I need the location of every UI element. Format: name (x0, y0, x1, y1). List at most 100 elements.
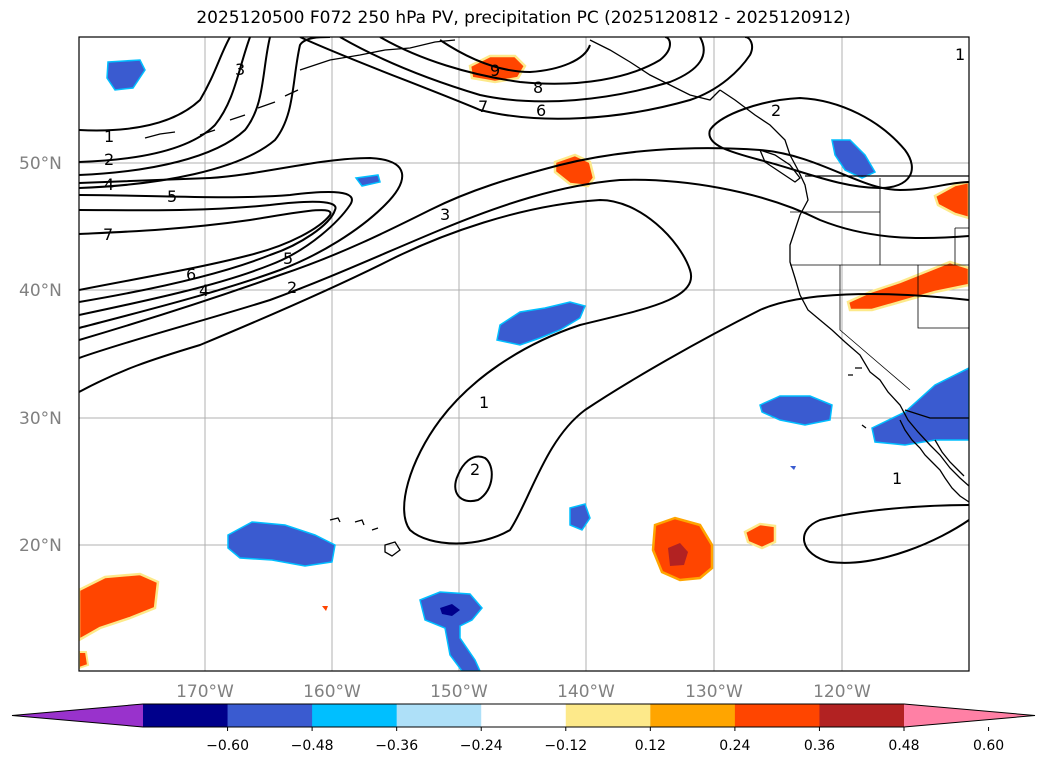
precip-neg-blob (227, 521, 336, 567)
colorbar-tick-label: −0.36 (375, 738, 418, 754)
precip-neg-blob (831, 139, 877, 179)
colorbar-tick-label: 0.36 (804, 738, 835, 754)
contour-label: 7 (103, 225, 113, 244)
colorbar-tick-label: −0.48 (291, 738, 334, 754)
contour-label: 4 (199, 281, 209, 300)
lat-label: 30°N (19, 409, 62, 429)
precip-neg-blob (419, 591, 483, 671)
colorbar-segment (650, 704, 736, 727)
pv-contour-arc-7 (339, 37, 705, 103)
colorbar-tick-label: 0.12 (635, 738, 666, 754)
precip-negative-areas (106, 59, 969, 671)
precip-neg-blob (569, 503, 591, 531)
pv-contour-north-3 (79, 37, 271, 176)
precip-pos-blob (846, 260, 969, 312)
colorbar-outline (11, 703, 1036, 728)
map-panel (79, 37, 969, 671)
contour-label: 2 (771, 101, 781, 120)
contour-label: 4 (104, 175, 114, 194)
vancouver-island (758, 148, 801, 183)
precip-pos-blob (933, 180, 969, 220)
us-mexico-border (904, 409, 969, 419)
colorbar-tick-label: −0.24 (460, 738, 503, 754)
precip-neg-blob (354, 174, 381, 187)
contour-label: 8 (533, 78, 543, 97)
pv-contour-arc-8 (379, 37, 671, 85)
contour-label: 3 (235, 60, 245, 79)
contour-labels: 1 2 4 5 7 6 4 5 2 3 3 9 8 7 6 2 1 2 1 1 (103, 45, 965, 488)
map-title: 2025120500 F072 250 hPa PV, precipitatio… (196, 8, 851, 28)
precip-neg-blob (871, 367, 969, 446)
precip-neg-blob (496, 301, 587, 346)
contour-label: 5 (283, 249, 293, 268)
pv-contours (79, 37, 969, 564)
alaska-coast (299, 39, 721, 101)
contour-label: 1 (955, 45, 965, 64)
graticule (79, 37, 969, 671)
lon-label: 150°W (430, 682, 488, 702)
contour-label: 5 (167, 187, 177, 206)
gulf-of-california (934, 439, 965, 477)
precip-neg-blob (106, 59, 146, 91)
precip-pos-blob (79, 651, 90, 670)
pv-contour-arc-6 (299, 37, 754, 120)
contour-label: 2 (470, 460, 480, 479)
colorbar-tick-label: −0.60 (206, 738, 249, 754)
lon-label: 170°W (176, 682, 234, 702)
contour-label: 1 (104, 127, 114, 146)
precip-pos-blob (553, 153, 596, 188)
pv-contour-2a (79, 178, 969, 359)
lat-label: 20°N (19, 536, 62, 556)
lon-label: 140°W (557, 682, 615, 702)
pv-contour-3 (79, 147, 969, 341)
pv-contour-2b (454, 455, 493, 503)
pv-contour-7 (79, 209, 332, 291)
baja-coast (899, 419, 969, 503)
colorbar-tick-label: 0.24 (719, 738, 750, 754)
contour-label: 3 (440, 205, 450, 224)
colorbar-segment (565, 704, 651, 727)
lon-label: 130°W (685, 682, 743, 702)
lat-label: 40°N (19, 281, 62, 301)
pv-contour-1b (803, 504, 969, 564)
colorbar-extend-high (904, 704, 1035, 727)
colorbar-segment (143, 704, 229, 727)
colorbar-segment (819, 704, 905, 727)
colorbar-segment (227, 704, 313, 727)
pv-contour-arc-9 (439, 39, 591, 74)
map-border (78, 36, 970, 672)
latitude-labels: 50°N 40°N 30°N 20°N (19, 154, 62, 556)
precip-pos-blob (79, 572, 160, 642)
lon-label: 120°W (813, 682, 871, 702)
colorbar-segment (481, 704, 567, 727)
pv-contour-cutoff-2 (708, 96, 913, 190)
pv-contour-north-2 (79, 37, 251, 163)
hawaii-islands (329, 517, 401, 557)
colorbar: −0.60 −0.48 −0.36 −0.24 −0.12 0.12 0.24 0.36 0.4… (11, 703, 1036, 754)
contour-label: 1 (479, 393, 489, 412)
precip-neg-core (440, 604, 460, 616)
precip-neg-blob (790, 466, 796, 470)
contour-label: 2 (104, 150, 114, 169)
precip-neg-blob (759, 395, 833, 426)
colorbar-segment (734, 704, 820, 727)
colorbar-tick-label: 0.60 (973, 738, 1004, 754)
contour-label: 2 (287, 278, 297, 297)
contour-label: 1 (892, 469, 902, 488)
colorbar-segment (312, 704, 398, 727)
contour-label: 7 (478, 97, 488, 116)
pv-contour-4 (79, 156, 404, 329)
colorbar-tick-label: −0.12 (544, 738, 587, 754)
colorbar-tick-label: 0.48 (888, 738, 919, 754)
lon-label: 160°W (303, 682, 361, 702)
pv-contour-6 (79, 200, 337, 303)
contour-label: 6 (536, 101, 546, 120)
pv-contour-1 (79, 198, 969, 545)
lat-label: 50°N (19, 154, 62, 174)
longitude-labels: 170°W 160°W 150°W 140°W 130°W 120°W (176, 682, 871, 702)
colorbar-extend-low (12, 704, 143, 727)
precip-pos-core (668, 543, 688, 566)
precip-pos-blob (743, 522, 777, 550)
state-borders (790, 178, 969, 391)
